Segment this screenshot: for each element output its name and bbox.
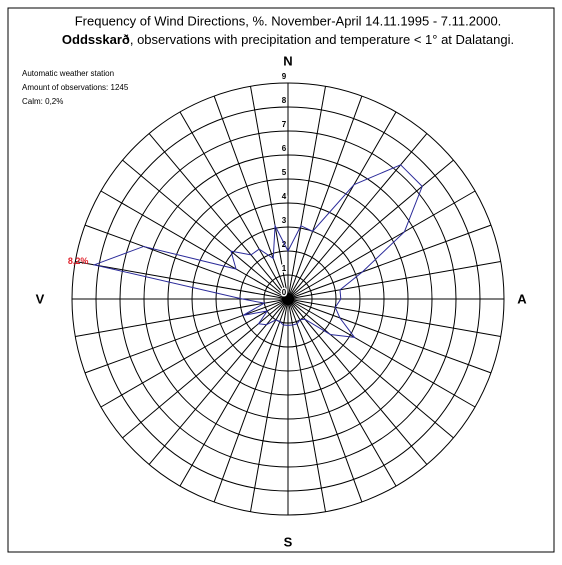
- r-tick-label: 7: [282, 120, 287, 129]
- r-tick-label: 5: [282, 168, 287, 177]
- grid-spoke: [179, 298, 289, 487]
- subtitle-bold: Oddsskarð: [62, 32, 130, 47]
- grid-spoke: [213, 298, 289, 503]
- grid-spoke: [287, 260, 501, 300]
- grid-spoke: [287, 298, 454, 439]
- dir-label: V: [36, 291, 45, 306]
- dir-label: S: [284, 534, 293, 549]
- max-label: 8,2%: [68, 256, 89, 266]
- grid-spoke: [287, 86, 327, 300]
- grid-spoke: [287, 298, 363, 503]
- grid-spoke: [249, 298, 289, 512]
- r-tick-label: 0: [282, 288, 287, 297]
- grid-spoke: [287, 190, 476, 300]
- grid-spoke: [213, 95, 289, 300]
- chart-title: Frequency of Wind Directions, %. Novembe…: [75, 13, 502, 28]
- grid-spoke: [122, 298, 289, 439]
- grid-spoke: [100, 298, 289, 408]
- grid-spoke: [148, 298, 289, 465]
- note: Calm: 0,2%: [22, 97, 63, 106]
- wind-line: [92, 164, 423, 339]
- r-tick-label: 6: [282, 144, 287, 153]
- grid-spoke: [179, 111, 289, 300]
- r-tick-label: 1: [282, 264, 287, 273]
- r-tick-label: 8: [282, 96, 287, 105]
- grid-spoke: [287, 133, 428, 300]
- note: Automatic weather station: [22, 69, 114, 78]
- grid-spoke: [249, 86, 289, 300]
- r-tick-label: 9: [282, 72, 287, 81]
- grid-spoke: [148, 133, 289, 300]
- grid-spoke: [287, 298, 327, 512]
- dir-label: N: [283, 53, 292, 68]
- grid-spoke: [287, 298, 476, 408]
- grid-spoke: [84, 224, 289, 300]
- grid-spoke: [287, 111, 397, 300]
- subtitle-rest: , observations with precipitation and te…: [130, 32, 514, 47]
- grid-spoke: [287, 224, 492, 300]
- grid-spoke: [287, 298, 501, 338]
- grid-spoke: [84, 298, 289, 374]
- center: [282, 293, 294, 305]
- grid-spoke: [75, 260, 289, 300]
- grid-spoke: [287, 159, 454, 300]
- grid-spoke: [287, 298, 428, 465]
- grid-spoke: [75, 298, 289, 338]
- grid-spoke: [287, 298, 492, 374]
- grid-spoke: [287, 298, 397, 487]
- r-tick-label: 4: [282, 192, 287, 201]
- grid-spoke: [100, 190, 289, 300]
- grid-spoke: [287, 95, 363, 300]
- grid-spoke: [122, 159, 289, 300]
- note: Amount of observations: 1245: [22, 83, 129, 92]
- chart-subtitle: Oddsskarð, observations with precipitati…: [62, 32, 514, 47]
- r-tick-label: 3: [282, 216, 287, 225]
- dir-label: A: [517, 291, 527, 306]
